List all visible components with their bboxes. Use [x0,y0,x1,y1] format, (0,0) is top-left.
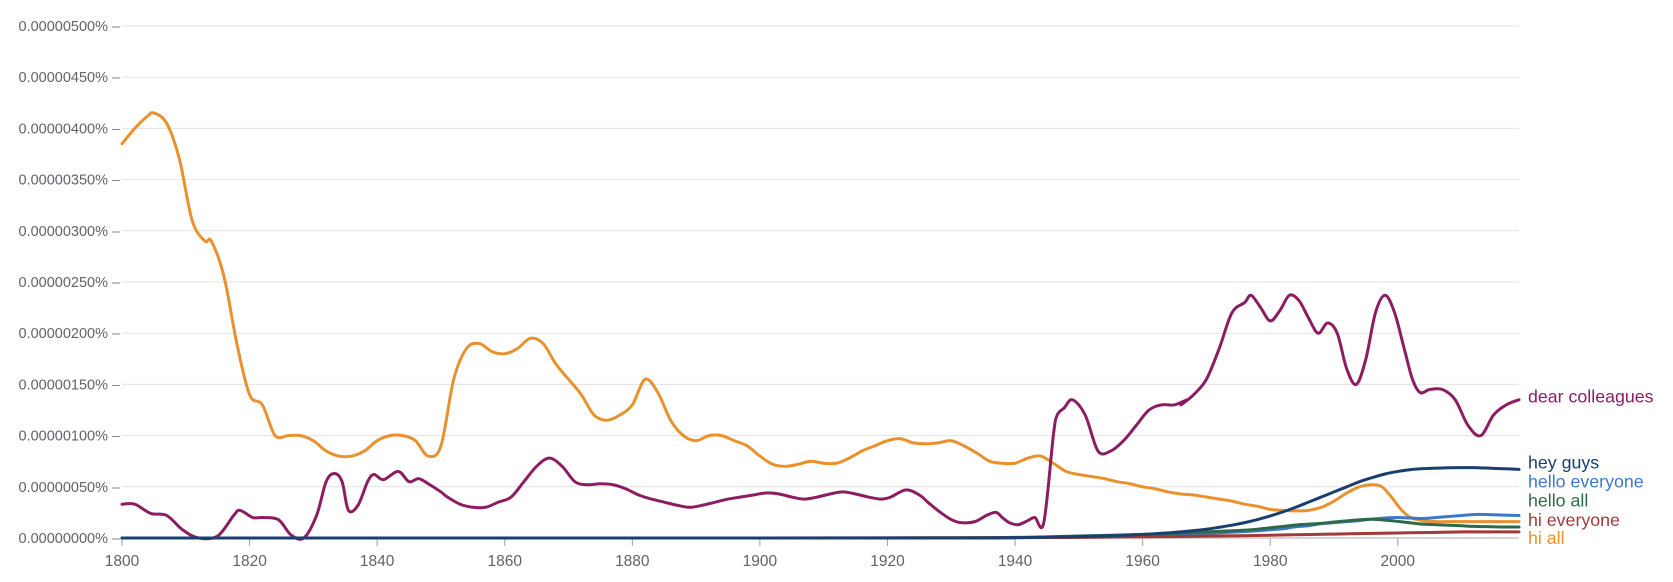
svg-text:0.00000250%: 0.00000250% [19,275,109,291]
svg-text:–: – [112,224,121,240]
svg-text:hi all: hi all [1528,528,1565,548]
svg-text:1960: 1960 [1125,553,1160,570]
svg-text:0.00000150%: 0.00000150% [19,377,109,393]
svg-text:2000: 2000 [1381,553,1416,570]
svg-text:–: – [112,19,121,35]
svg-text:–: – [112,326,121,342]
svg-text:–: – [112,275,121,291]
svg-text:0.00000100%: 0.00000100% [19,429,109,445]
svg-text:0.00000300%: 0.00000300% [19,224,109,240]
svg-text:1880: 1880 [615,553,650,570]
svg-text:–: – [112,70,121,86]
svg-text:1940: 1940 [998,553,1033,570]
svg-text:–: – [112,429,121,445]
svg-text:0.00000400%: 0.00000400% [19,121,109,137]
svg-text:0.00000500%: 0.00000500% [19,19,109,35]
svg-text:1800: 1800 [105,553,140,570]
svg-text:–: – [112,173,121,189]
svg-text:1840: 1840 [360,553,395,570]
svg-text:1820: 1820 [232,553,267,570]
svg-text:1980: 1980 [1253,553,1288,570]
svg-text:0.00000450%: 0.00000450% [19,70,109,86]
svg-text:–: – [112,480,121,496]
svg-text:–: – [112,121,121,137]
svg-text:0.00000350%: 0.00000350% [19,173,109,189]
svg-text:–: – [112,377,121,393]
svg-text:dear colleagues: dear colleagues [1528,387,1654,407]
svg-text:0.00000200%: 0.00000200% [19,326,109,342]
svg-text:hi everyone: hi everyone [1528,510,1620,530]
svg-text:1920: 1920 [870,553,905,570]
svg-text:hello everyone: hello everyone [1528,471,1644,491]
svg-text:0.00000000%: 0.00000000% [19,531,109,547]
svg-text:0.00000050%: 0.00000050% [19,480,109,496]
svg-text:hello all: hello all [1528,490,1588,510]
svg-text:hey guys: hey guys [1528,452,1599,472]
svg-text:–: – [112,531,121,547]
svg-text:1900: 1900 [743,553,778,570]
svg-text:1860: 1860 [487,553,522,570]
